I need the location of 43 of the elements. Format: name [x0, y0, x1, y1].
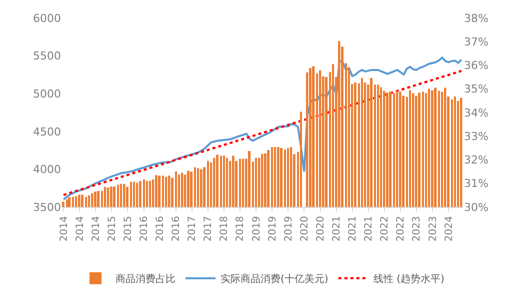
x-tick-label: 2016	[155, 216, 166, 242]
x-tick-label: 2019	[267, 216, 278, 242]
x-tick-label: 2017	[187, 216, 198, 242]
legend-label: 实际商品消费(十亿美元)	[220, 273, 328, 286]
x-tick-label: 2020	[299, 216, 310, 242]
x-tick-label: 2021	[364, 216, 375, 242]
y2-tick-label: 30%	[464, 200, 488, 214]
x-tick-label: 2015	[106, 216, 118, 242]
x-tick-label: 2019	[283, 216, 294, 242]
y-tick-label: 5500	[33, 50, 61, 63]
x-tick-label: 2016	[171, 216, 182, 242]
x-tick-label: 2024	[444, 216, 455, 242]
x-tick-label: 2014	[90, 216, 102, 242]
x-tick-label: 2018	[219, 216, 230, 242]
x-tick-label: 2015	[122, 216, 134, 242]
x-tick-label: 2022	[380, 216, 391, 242]
y-tick-label: 5000	[33, 87, 61, 100]
x-tick-label: 2014	[74, 216, 86, 242]
x-tick-label: 2019	[251, 216, 262, 242]
y2-tick-label: 35%	[464, 82, 488, 96]
y-tick-label: 4000	[33, 163, 61, 176]
legend-label: 线性 (趋势水平)	[373, 273, 444, 286]
y-tick-label: 6000	[33, 12, 61, 25]
x-tick-label: 2021	[332, 216, 343, 242]
x-tick-label: 2021	[348, 216, 359, 242]
x-tick-label: 2023	[412, 216, 423, 242]
y-tick-label: 3500	[33, 200, 61, 214]
y2-tick-label: 38%	[464, 12, 488, 25]
y2-tick-label: 33%	[464, 130, 488, 143]
x-tick-label: 2020	[316, 216, 327, 242]
y2-tick-label: 37%	[464, 35, 488, 48]
y2-tick-label: 34%	[464, 106, 488, 120]
x-tick-label: 2022	[396, 216, 407, 242]
y2-tick-label: 31%	[464, 177, 488, 190]
x-tick-label: 2017	[203, 216, 214, 242]
legend-label: 商品消费占比	[116, 273, 176, 286]
y-tick-label: 4500	[33, 125, 61, 138]
x-tick-label: 2014	[58, 216, 70, 242]
x-tick-label: 2023	[428, 216, 439, 242]
y2-tick-label: 32%	[464, 154, 488, 167]
y2-tick-label: 36%	[464, 59, 488, 72]
x-tick-label: 2016	[139, 216, 150, 242]
x-tick-label: 2018	[235, 216, 246, 242]
